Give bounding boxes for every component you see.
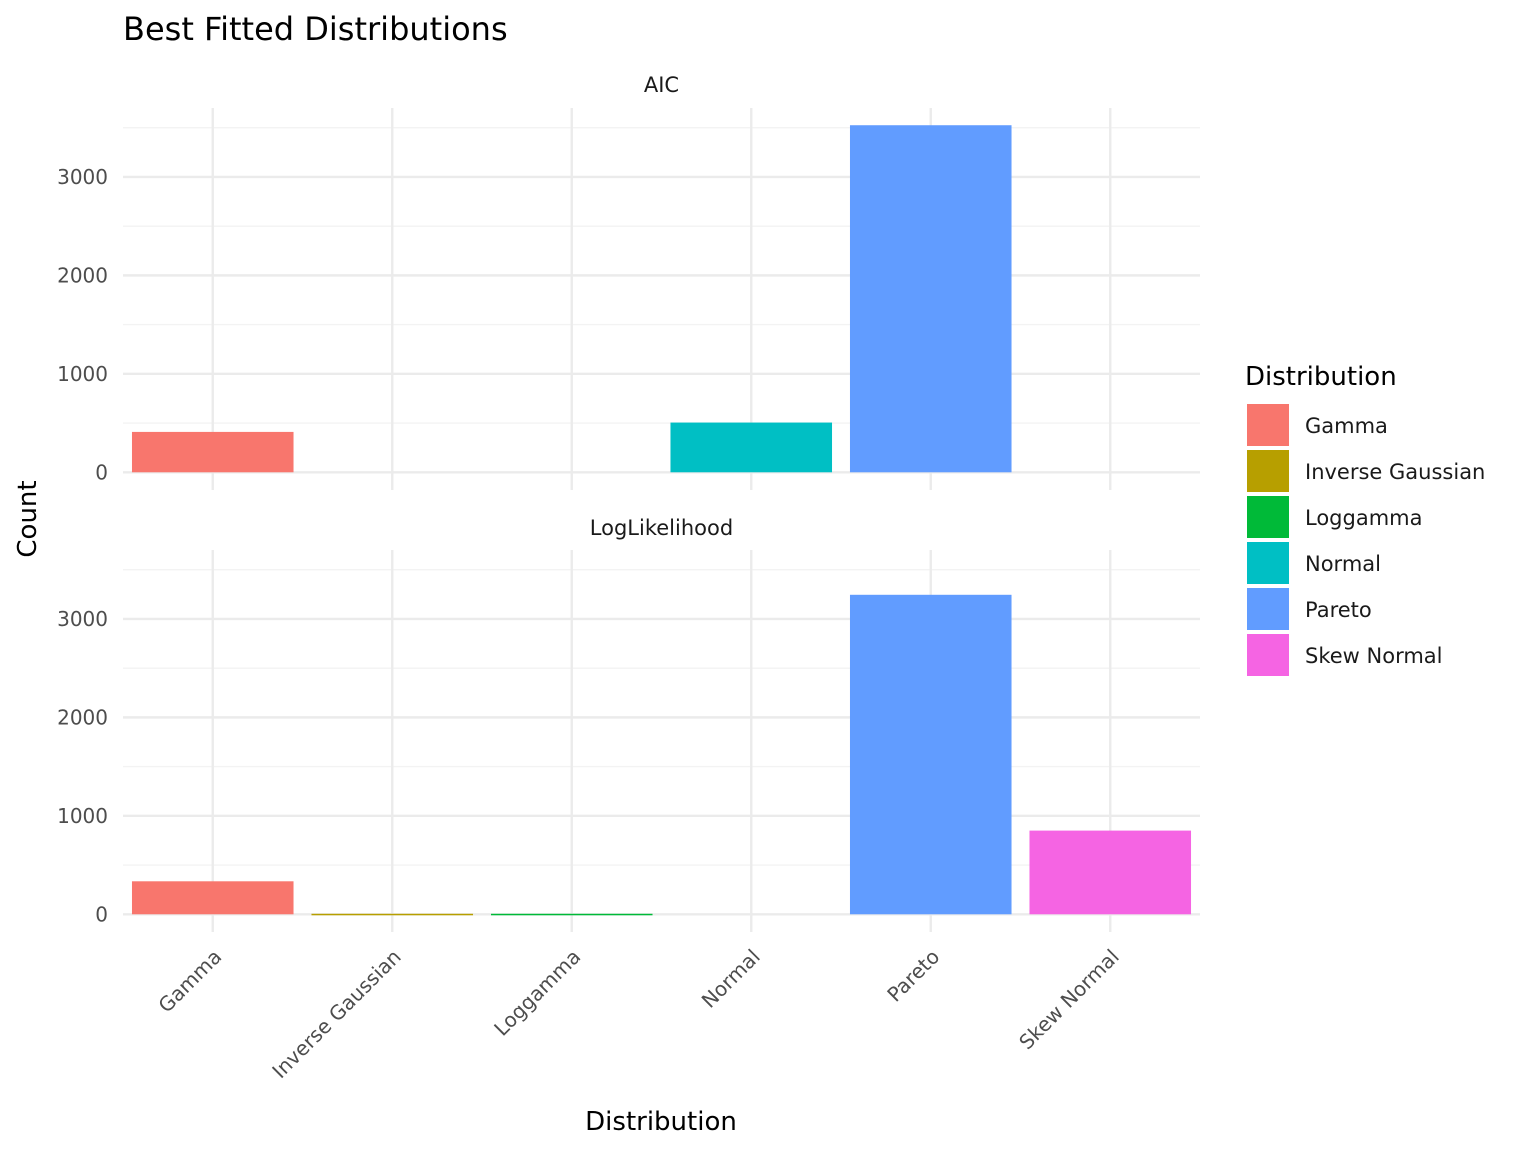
bar-loglikelihood-gamma [131,881,294,915]
legend-label: Skew Normal [1305,644,1443,668]
bar-loglikelihood-skew-normal [1029,830,1192,915]
panel-aic: 0 1000 2000 3000 AIC [57,73,1200,490]
x-tick-label: Pareto [882,945,944,1007]
x-tick-label: Inverse Gaussian [267,945,405,1083]
x-axis-tick-labels: Gamma Inverse Gaussian Loggamma Normal Paret… [153,945,1123,1083]
legend-label: Inverse Gaussian [1305,460,1485,484]
legend-swatch [1247,542,1289,584]
bar-loglikelihood-pareto [849,594,1012,915]
legend-swatch [1247,404,1289,446]
legend-swatch [1247,496,1289,538]
x-tick-label: Gamma [153,945,226,1018]
legend-label: Pareto [1305,598,1372,622]
y-tick-label: 3000 [57,607,108,631]
y-tick-label: 0 [95,460,108,484]
y-tick-label: 2000 [57,263,108,287]
x-axis-title: Distribution [585,1107,737,1137]
legend: Distribution Gamma Inverse Gaussian Loggam… [1245,362,1485,676]
chart-title: Best Fitted Distributions [123,10,508,48]
bar-aic-pareto [849,125,1012,473]
facet-strip-label: LogLikelihood [590,516,733,540]
x-tick-label: Normal [697,945,765,1013]
y-tick-label: 2000 [57,705,108,729]
bar-aic-normal [670,422,833,473]
bar-aic-gamma [131,431,294,473]
y-tick-label: 1000 [57,804,108,828]
panel-loglikelihood: 0 1000 2000 3000 LogLikelihood [57,516,1200,932]
x-tick-label: Loggamma [489,945,585,1041]
facet-strip-label: AIC [644,73,679,97]
legend-swatch [1247,450,1289,492]
legend-swatch [1247,588,1289,630]
y-tick-label: 3000 [57,165,108,189]
panels: 0 1000 2000 3000 AIC 0 1000 2000 3000 LogLikeliho… [57,73,1200,932]
x-tick-label: Skew Normal [1014,945,1124,1055]
legend-label: Gamma [1305,414,1388,438]
y-tick-label: 1000 [57,362,108,386]
legend-swatch [1247,634,1289,676]
legend-title: Distribution [1245,362,1397,392]
bar-loglikelihood-loggamma [490,913,653,916]
legend-label: Normal [1305,552,1381,576]
y-axis-title: Count [13,480,43,557]
y-tick-label: 0 [95,902,108,926]
legend-label: Loggamma [1305,506,1423,530]
bar-loglikelihood-inverse-gaussian [311,913,474,916]
